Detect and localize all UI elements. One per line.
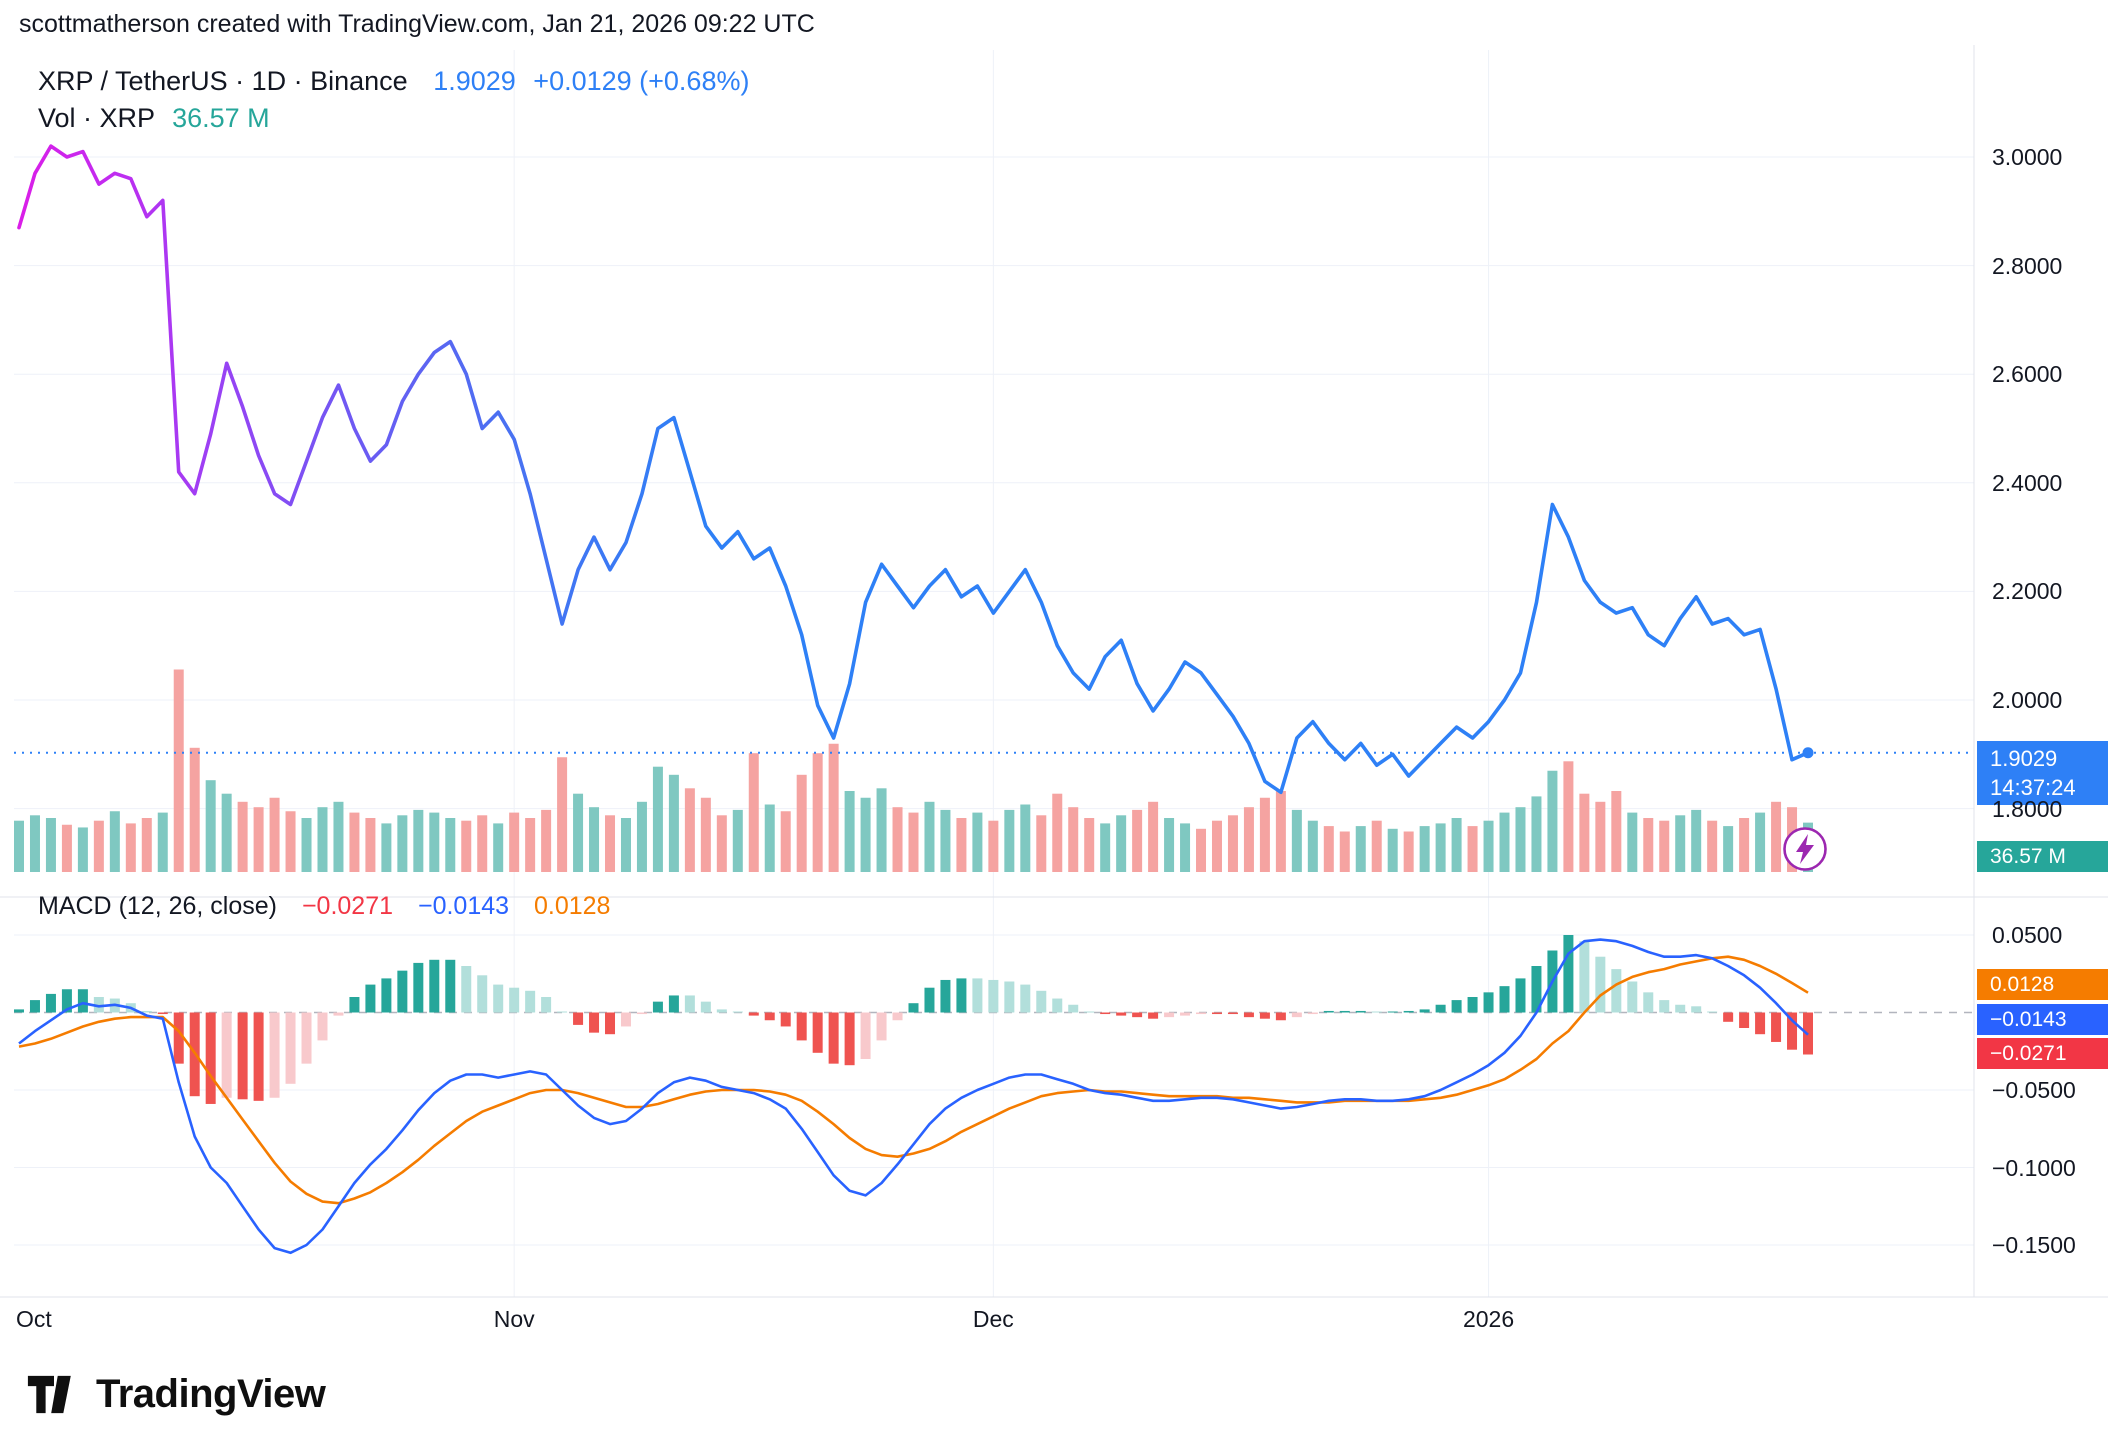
price-axis-label: 3.0000 xyxy=(1992,144,2063,170)
macd-signal-value: 0.0128 xyxy=(534,892,611,920)
last-price-value: 1.9029 xyxy=(433,66,516,96)
time-axis-label: Dec xyxy=(972,1306,1014,1332)
macd-axis-label: 0.0500 xyxy=(1992,922,2063,948)
price-axis-label: 2.2000 xyxy=(1992,578,2063,605)
price-axis-label: 2.0000 xyxy=(1992,687,2063,713)
macd-params: (12, 26, close) xyxy=(118,892,277,920)
flag-button[interactable] xyxy=(1782,826,1828,872)
last-price-badge: 1.9029 14:37:24 xyxy=(1977,741,2108,805)
macd-hist-value: −0.0271 xyxy=(301,892,394,920)
macd-line-badge: −0.0143 xyxy=(1977,1004,2108,1035)
macd-axis-label: −0.0500 xyxy=(1992,1077,2076,1103)
price-axis-label: 2.4000 xyxy=(1992,469,2063,496)
price-change: +0.0129 (+0.68%) xyxy=(533,66,750,96)
symbol-title[interactable]: XRP / TetherUS · 1D · Binance xyxy=(38,66,408,96)
price-axis-label: 2.8000 xyxy=(1992,252,2063,279)
macd-signal-badge: 0.0128 xyxy=(1977,969,2108,1000)
volume-legend: Vol · XRP 36.57 M xyxy=(38,103,270,134)
macd-histogram xyxy=(14,935,1813,1104)
price-axis-label: 2.6000 xyxy=(1992,361,2063,388)
lightning-icon xyxy=(1783,827,1827,871)
macd-axis-label: −0.1500 xyxy=(1992,1232,2076,1258)
signal-line xyxy=(18,955,1809,1205)
time-axis-label: Nov xyxy=(493,1306,535,1332)
tradingview-logo-mark xyxy=(27,1375,71,1414)
time-axis-label: Oct xyxy=(16,1306,52,1332)
price-axis-label: 1.8000 xyxy=(1992,795,2063,822)
price-line xyxy=(17,144,1810,795)
last-price-dot xyxy=(1802,747,1814,759)
symbol-header: XRP / TetherUS · 1D · Binance 1.9029 +0.… xyxy=(38,66,749,97)
gridlines xyxy=(0,45,2108,1298)
volume-bars xyxy=(14,669,1813,872)
macd-line xyxy=(18,938,1809,1255)
macd-label[interactable]: MACD xyxy=(38,892,112,920)
time-axis-label: 2026 xyxy=(1462,1306,1515,1332)
macd-axis-label: −0.1000 xyxy=(1992,1154,2076,1181)
tradingview-logo-text: TradingView xyxy=(96,1372,326,1416)
tradingview-logo[interactable]: TradingView xyxy=(26,1372,326,1417)
volume-label: Vol · XRP xyxy=(38,103,155,133)
attribution-text: scottmatherson created with TradingView.… xyxy=(19,10,815,38)
macd-legend: MACD (12, 26, close) −0.0271 −0.0143 0.0… xyxy=(38,892,610,921)
countdown-timer: 14:37:24 xyxy=(1990,775,2076,800)
last-price-badge-value: 1.9029 xyxy=(1990,746,2058,771)
volume-value: 36.57 M xyxy=(172,103,270,133)
macd-value: −0.0143 xyxy=(417,892,510,920)
volume-badge: 36.57 M xyxy=(1977,841,2108,872)
macd-hist-badge: −0.0271 xyxy=(1977,1038,2108,1069)
